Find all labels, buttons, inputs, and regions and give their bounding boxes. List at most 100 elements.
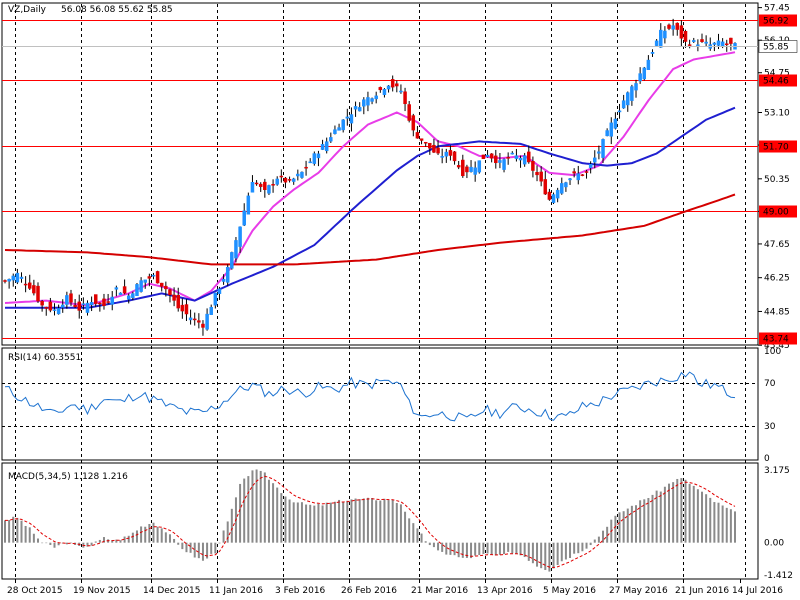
rsi-pane[interactable]: [1, 347, 759, 461]
candle: [139, 277, 143, 293]
macd-bar: [577, 542, 580, 554]
time-tick-label: 21 Jun 2016: [675, 586, 729, 596]
candle: [428, 142, 432, 155]
level-label: 56.92: [763, 17, 789, 27]
time-tick-label: 11 Jan 2016: [209, 586, 263, 596]
macd-bar: [544, 542, 547, 570]
candle-body: [555, 189, 560, 199]
candle-body: [729, 37, 733, 44]
candle-body: [287, 179, 292, 181]
candle: [440, 148, 444, 164]
candle-body: [692, 40, 696, 42]
time-tick-label: 13 Apr 2016: [477, 586, 533, 596]
rsi-indicator: 100 70 30 0: [2, 347, 781, 464]
macd-bar: [230, 508, 233, 543]
candle-body: [687, 44, 692, 46]
price-tick-label: 50.35: [764, 175, 790, 185]
macd-bar: [453, 542, 456, 556]
macd-bar: [379, 500, 382, 543]
macd-bar: [569, 542, 572, 558]
candle-body: [634, 83, 638, 91]
macd-bar: [305, 504, 308, 543]
level-label-box: [759, 74, 797, 87]
macd-bar: [630, 505, 633, 543]
candle-body: [180, 304, 185, 312]
candle-body: [419, 138, 424, 141]
candlesticks: [3, 18, 737, 336]
macd-bar: [445, 542, 448, 555]
candle-body: [444, 151, 449, 157]
candle-body: [609, 122, 614, 137]
candle: [531, 156, 535, 178]
macd-bar: [36, 538, 39, 543]
candle-body: [671, 25, 675, 30]
macd-pane[interactable]: [1, 462, 759, 580]
candle: [263, 178, 267, 198]
candle-body: [659, 29, 663, 48]
candle: [349, 107, 354, 132]
candle-body: [106, 301, 110, 303]
price-tick-label: 53.10: [764, 109, 790, 119]
candle: [407, 100, 411, 123]
candle-body: [543, 179, 548, 195]
macd-bar: [226, 521, 229, 543]
candle: [85, 300, 90, 316]
candle: [601, 138, 605, 164]
macd-bar: [12, 516, 15, 543]
candle-body: [626, 92, 630, 106]
macd-bar: [465, 542, 468, 558]
candle: [300, 171, 304, 179]
candle: [238, 226, 242, 253]
candle: [465, 164, 469, 179]
candle: [423, 141, 428, 147]
macd-bar: [696, 489, 699, 543]
level-label-box: [759, 14, 797, 27]
candle: [337, 123, 341, 131]
candle-body: [60, 304, 65, 308]
candle: [477, 160, 482, 174]
price-pane[interactable]: [1, 2, 759, 346]
candle-body: [32, 285, 36, 294]
candle-body: [428, 142, 432, 149]
macd-bar: [358, 499, 361, 543]
candle: [498, 152, 502, 169]
candle-body: [461, 159, 465, 177]
macd-bar: [519, 542, 522, 556]
candle-body: [498, 160, 502, 163]
candle: [15, 268, 20, 285]
price-tick-label: 54.75: [764, 69, 790, 79]
macd-bar: [511, 542, 514, 554]
candle-body: [267, 185, 271, 194]
candle: [593, 150, 597, 169]
macd-bar: [676, 478, 679, 543]
candle-body: [312, 153, 317, 164]
candle: [155, 270, 160, 284]
candle: [543, 171, 548, 196]
price-tick-label: 57.45: [764, 4, 790, 14]
candle-body: [374, 95, 378, 100]
macd-bar: [383, 498, 386, 543]
candle-body: [44, 307, 48, 309]
candle-body: [382, 89, 387, 95]
candle: [444, 148, 449, 163]
time-tick-label: 3 Feb 2016: [275, 586, 326, 596]
candle: [378, 86, 383, 93]
candle-body: [415, 132, 420, 139]
macd-bar: [111, 540, 114, 543]
macd-bar: [41, 542, 44, 544]
candle-body: [588, 164, 593, 169]
candle: [366, 91, 370, 112]
candle-body: [593, 157, 597, 163]
candle-body: [126, 295, 131, 300]
candle: [630, 84, 634, 106]
candle-body: [452, 151, 457, 162]
macd-bar: [49, 542, 52, 545]
candle-body: [131, 293, 135, 298]
candle: [275, 176, 279, 186]
candle-body: [547, 191, 552, 200]
macd-bar: [713, 502, 716, 543]
candle: [469, 160, 473, 173]
macd-bar: [593, 539, 596, 543]
candle: [89, 296, 94, 312]
macd-bar: [556, 542, 559, 566]
